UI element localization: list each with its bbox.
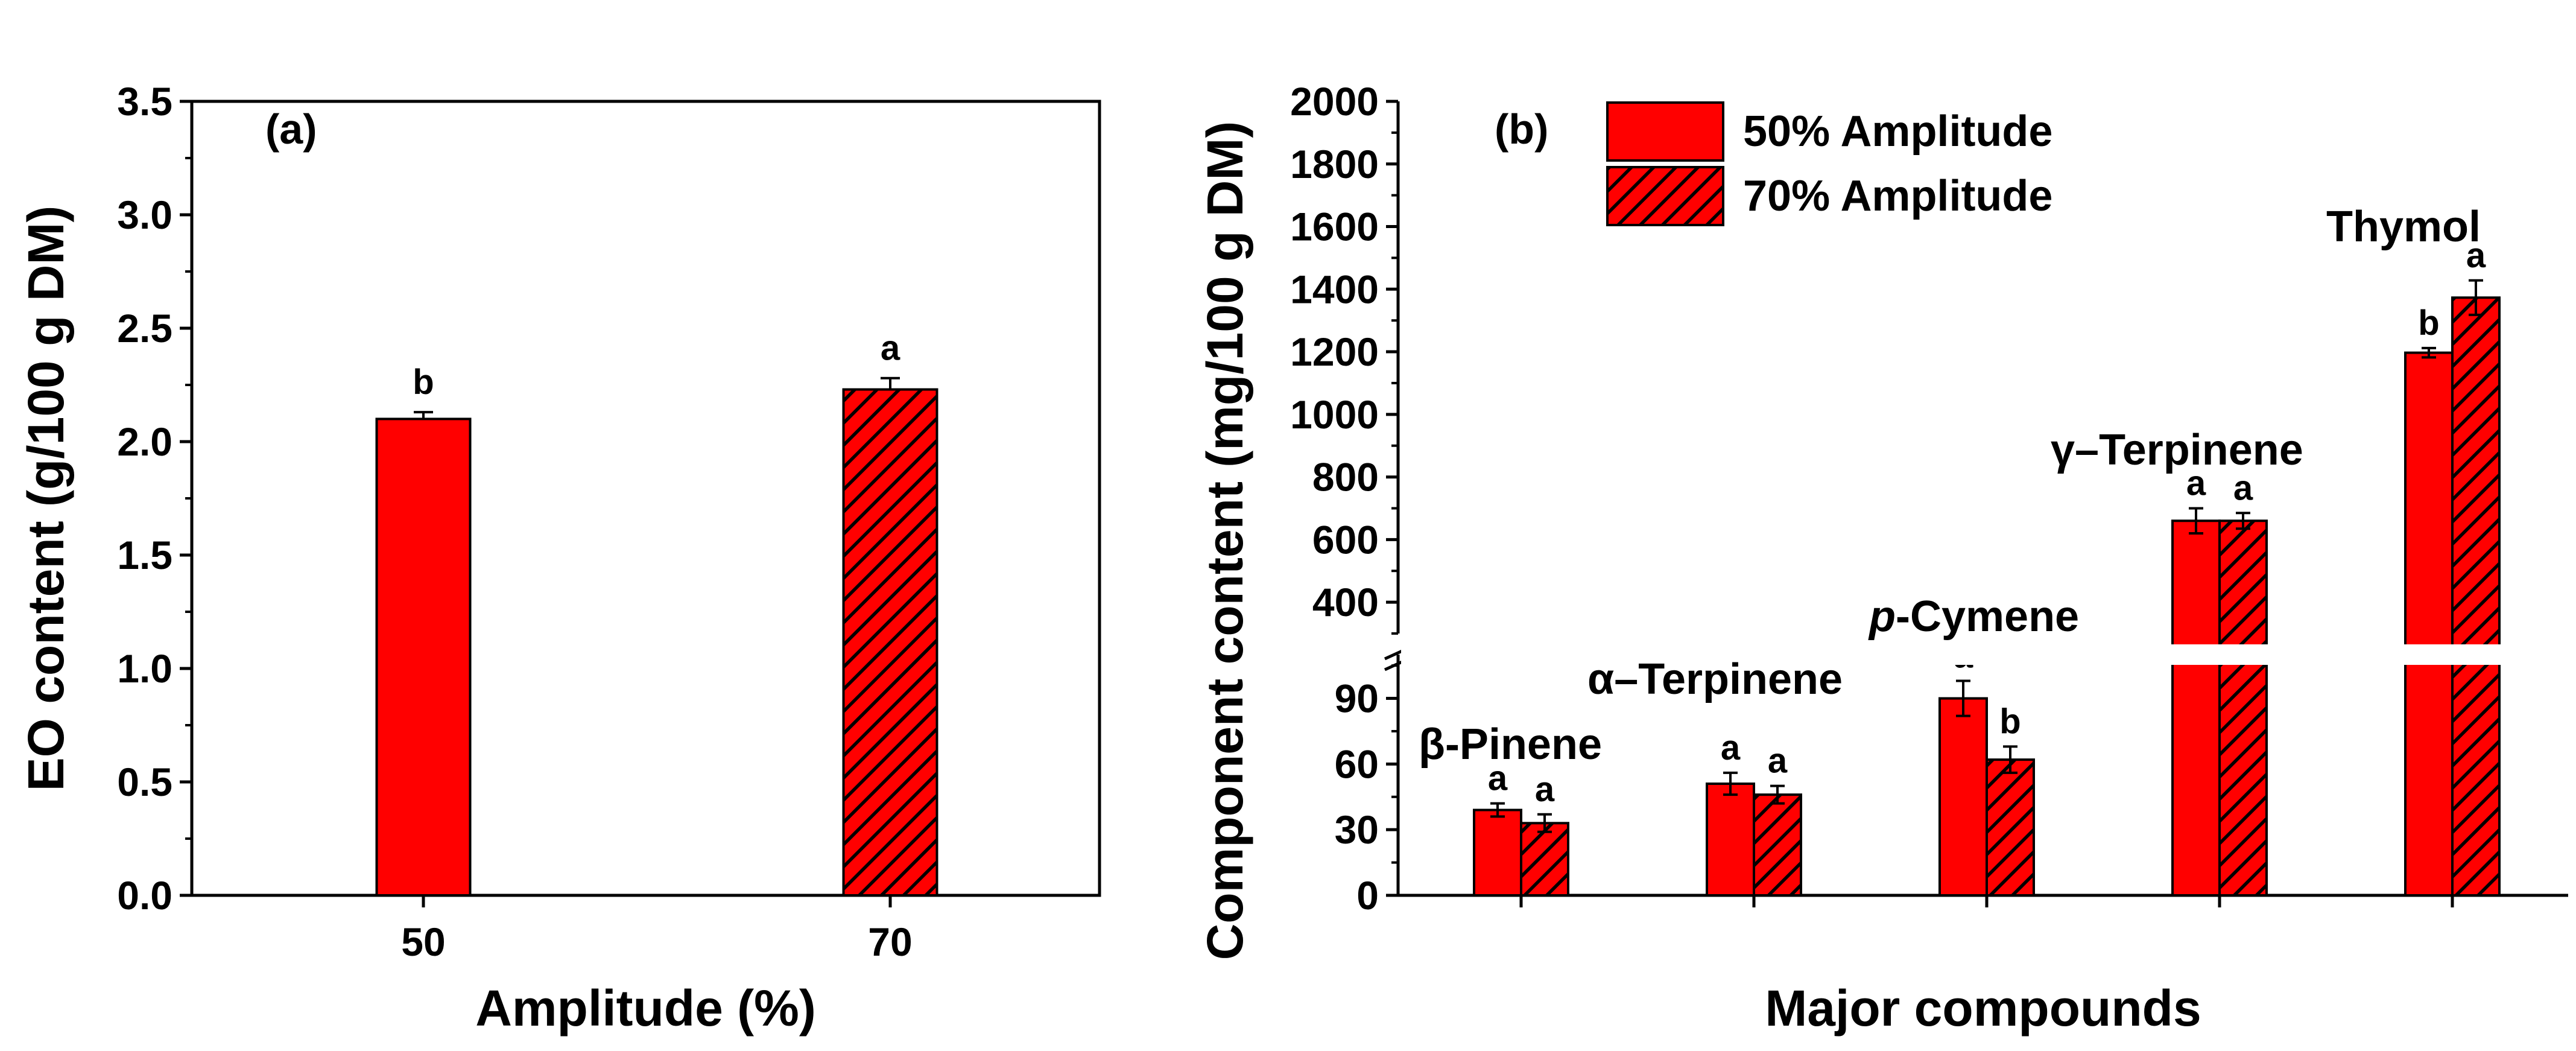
compound-label-text: Thymol xyxy=(2326,203,2481,251)
x-tick-label-a: 70 xyxy=(868,919,912,964)
bar-50-amplitude xyxy=(1706,783,1755,897)
y-tick-label-a: 3.0 xyxy=(117,192,172,237)
significance-letter: a xyxy=(1768,741,1788,781)
axis-break-gap xyxy=(1401,644,2568,665)
y-tick-label-b: 0 xyxy=(1356,873,1379,918)
x-axis-title-a: Amplitude (%) xyxy=(475,980,816,1037)
significance-letter: a xyxy=(1721,728,1741,767)
y-tick-label-b: 1400 xyxy=(1290,267,1379,311)
bar-amplitude-70 xyxy=(842,388,938,897)
compound-label: Thymol xyxy=(2326,203,2481,251)
y-tick-label-b: 1600 xyxy=(1290,205,1379,249)
panel-label-b: (b) xyxy=(1495,106,1548,153)
y-tick-label-b: 1000 xyxy=(1290,392,1379,437)
bar-70-amplitude xyxy=(1986,758,2035,897)
bar-50-amplitude xyxy=(2171,519,2221,897)
bar-70-amplitude xyxy=(1753,793,1802,897)
panel-label-a: (a) xyxy=(265,106,317,153)
x-axis-title-b: Major compounds xyxy=(1765,980,2201,1037)
compound-label-text: β-Pinene xyxy=(1419,720,1602,769)
y-tick-label-b: 1200 xyxy=(1290,329,1379,374)
legend-label: 70% Amplitude xyxy=(1743,172,2052,220)
significance-letter: a xyxy=(1488,759,1508,798)
significance-letter: a xyxy=(2233,468,2253,507)
y-axis-title-b: Component content (mg/100 g DM) xyxy=(1197,121,1253,961)
compound-label: p-Cymene xyxy=(1868,592,2079,641)
compound-label: γ–Terpinene xyxy=(2051,426,2303,474)
bar-50-amplitude xyxy=(1473,808,1522,897)
significance-letter: a xyxy=(2466,236,2486,275)
chart-panel-b: 0 30 60 90 400 600 800 1000 1200 1400 1600 1800 2000… xyxy=(1197,79,2568,1037)
y-tick-label-a: 0.5 xyxy=(117,760,172,804)
y-tick-label-a: 3.5 xyxy=(117,79,172,124)
compound-label-text: -Cymene xyxy=(1896,592,2079,641)
y-tick-label-a: 1.5 xyxy=(117,533,172,577)
y-axis-title-a: EO content (g/100 g DM) xyxy=(17,206,74,792)
bar-70-amplitude xyxy=(2451,296,2501,897)
y-tick-label-b: 60 xyxy=(1335,741,1379,786)
significance-letter: a xyxy=(2186,463,2206,503)
chart-panel-a: 0.0 0.5 1.0 1.5 2.0 2.5 3.0 3.5 b 50 a 70 (a) Amplitu… xyxy=(17,79,1101,1037)
bar-70-amplitude xyxy=(1520,822,1569,897)
y-tick-label-a: 1.0 xyxy=(117,646,172,691)
y-tick-label-b: 2000 xyxy=(1290,79,1379,124)
y-tick-label-a: 2.0 xyxy=(117,419,172,464)
significance-letter: b xyxy=(1999,702,2021,741)
legend-swatch xyxy=(1606,166,1724,226)
bar-amplitude-50 xyxy=(375,418,472,897)
y-tick-label-a: 0.0 xyxy=(117,873,172,918)
bar-70-amplitude xyxy=(2218,519,2268,897)
y-tick-label-b: 800 xyxy=(1312,455,1379,500)
y-tick-label-b: 600 xyxy=(1312,517,1379,562)
compound-label-text: γ–Terpinene xyxy=(2051,426,2303,474)
y-tick-label-a: 2.5 xyxy=(117,306,172,351)
legend-label: 50% Amplitude xyxy=(1743,107,2052,156)
compound-label: β-Pinene xyxy=(1419,720,1602,769)
compound-label-italic: p xyxy=(1868,592,1896,641)
y-tick-label-b: 90 xyxy=(1335,676,1379,721)
compound-label-text: α–Terpinene xyxy=(1587,655,1843,703)
legend-swatch xyxy=(1606,101,1724,162)
significance-letter: a xyxy=(1535,770,1555,809)
y-tick-label-b: 1800 xyxy=(1290,142,1379,186)
compound-label: α–Terpinene xyxy=(1587,655,1843,703)
y-tick-label-b: 30 xyxy=(1335,807,1379,852)
significance-letter: b xyxy=(413,363,434,402)
x-tick-label-a: 50 xyxy=(401,919,445,964)
y-tick-label-b: 400 xyxy=(1312,580,1379,624)
significance-letter: a xyxy=(881,329,900,368)
bar-50-amplitude xyxy=(1938,697,1988,897)
plot-frame-a xyxy=(190,100,1101,897)
significance-letter: b xyxy=(2418,303,2439,343)
bar-50-amplitude xyxy=(2404,351,2454,897)
